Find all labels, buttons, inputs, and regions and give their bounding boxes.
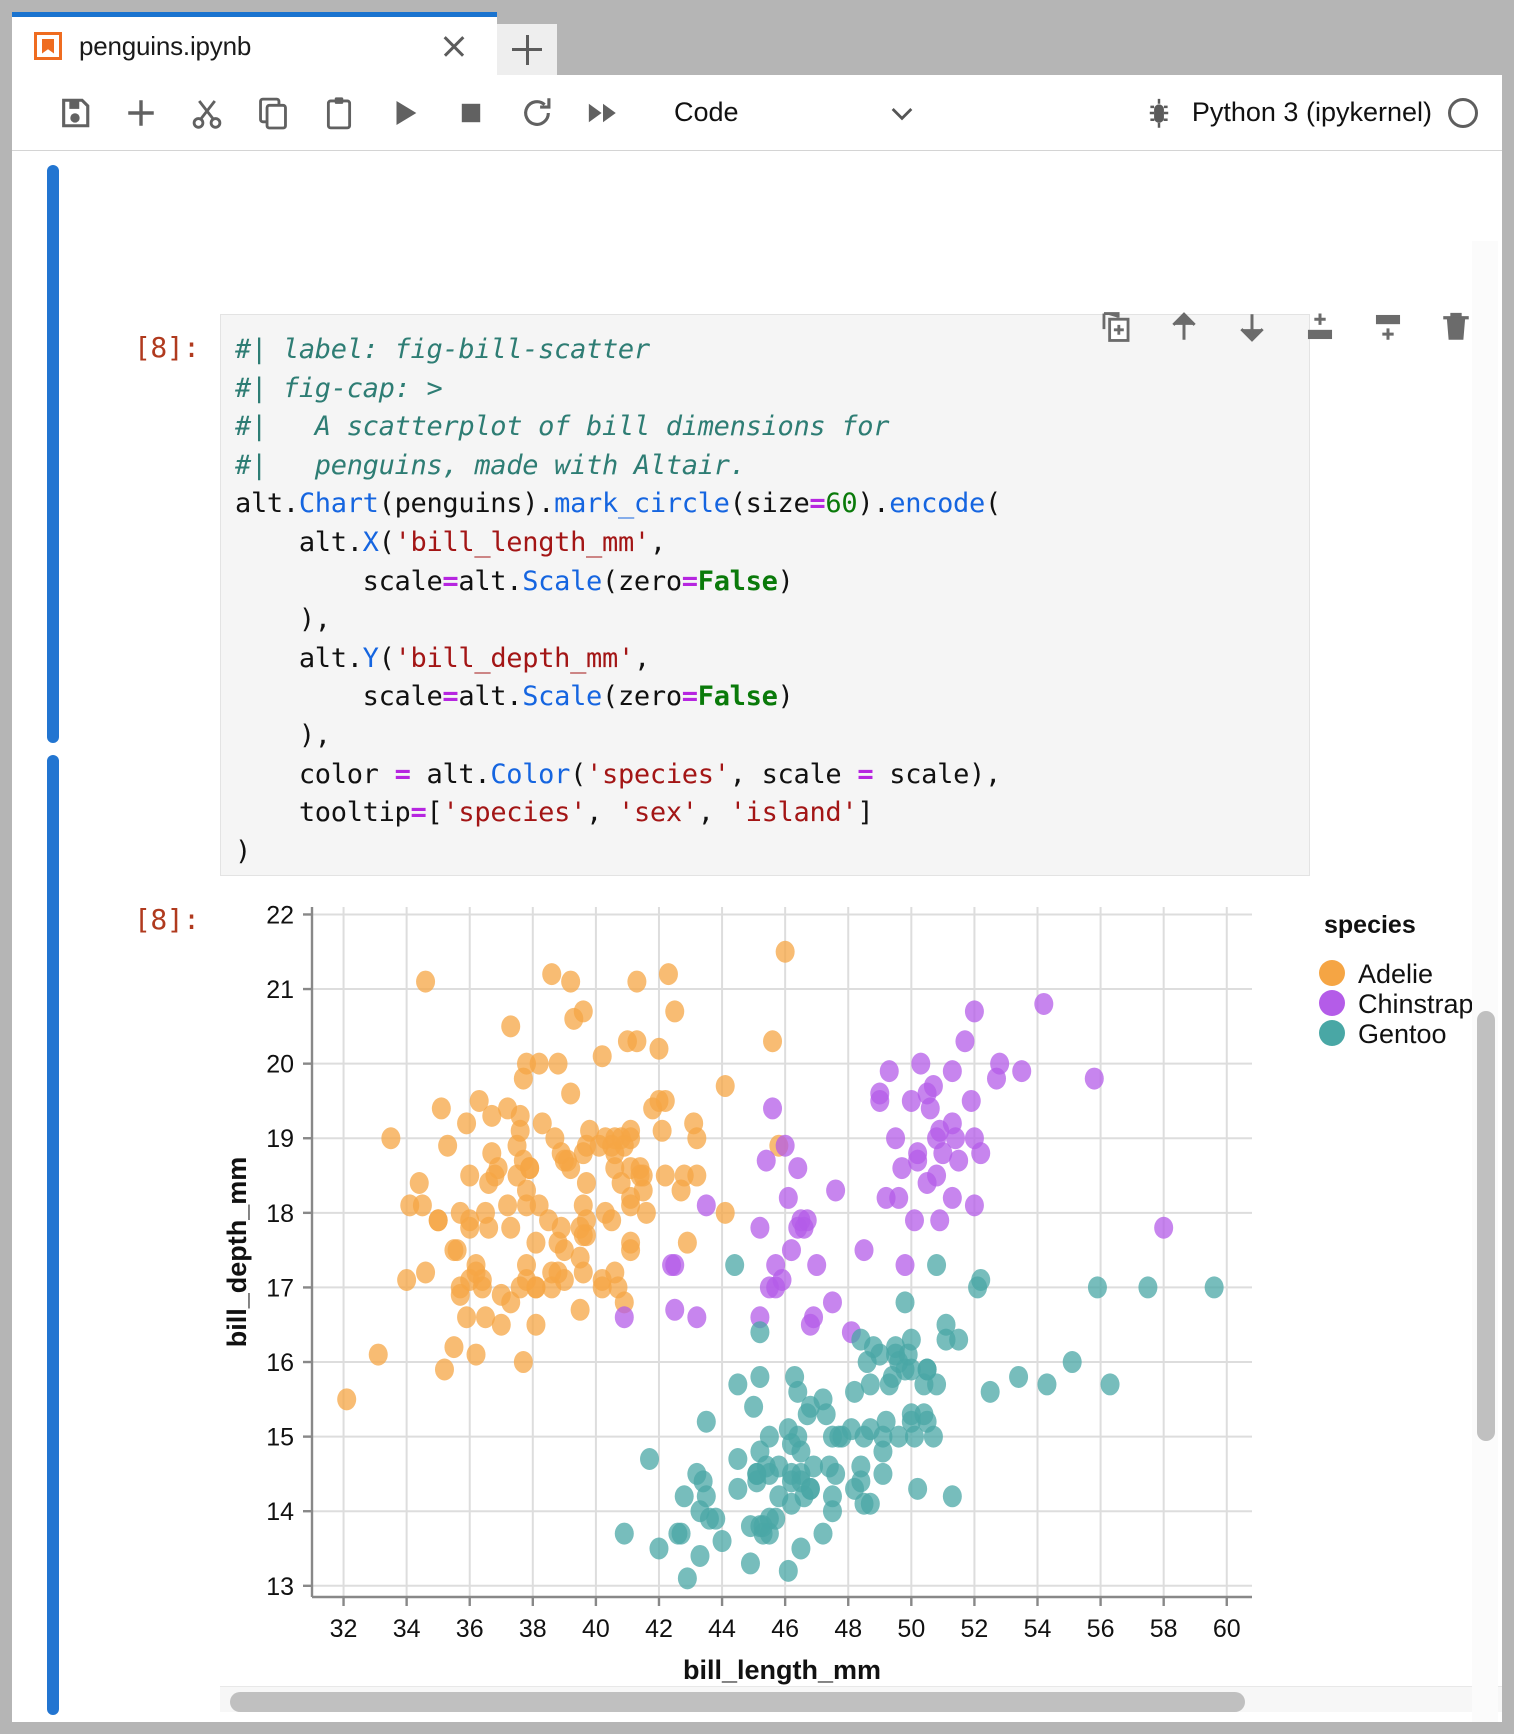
- svg-text:22: 22: [266, 901, 294, 929]
- tab-title: penguins.ipynb: [79, 30, 252, 61]
- series-gentoo: [614, 1254, 1224, 1590]
- arrow-up-icon: [1172, 312, 1196, 340]
- notebook-icon: [34, 32, 62, 60]
- output-horizontal-scrollbar[interactable]: [220, 1686, 1502, 1712]
- cell-output-chart: 13 14 15 16 17 18 19 20 21 22 32 34 36 38 40 42 44 46 48 50…: [220, 889, 1502, 1722]
- code-source[interactable]: #| label: fig-bill-scatter #| fig-cap: >…: [235, 334, 1001, 867]
- duplicate-icon: [1102, 312, 1130, 342]
- scissors-icon: [192, 99, 222, 129]
- idle-circle-icon[interactable]: [1448, 97, 1478, 128]
- move-cell-down-button[interactable]: [1232, 307, 1272, 347]
- toolbar-right-group: Python 3 (ipykernel): [1126, 75, 1488, 150]
- code-editor[interactable]: #| label: fig-bill-scatter #| fig-cap: >…: [220, 314, 1310, 876]
- save-icon: [62, 98, 90, 127]
- svg-text:32: 32: [330, 1615, 358, 1643]
- active-cell-indicator-output: [47, 755, 59, 1715]
- fast-forward-icon: [588, 103, 616, 122]
- legend-label: Gentoo: [1358, 1019, 1447, 1049]
- legend-swatch: [1319, 960, 1345, 986]
- svg-text:21: 21: [266, 976, 294, 1004]
- svg-text:58: 58: [1150, 1615, 1178, 1643]
- tab-bar: penguins.ipynb: [12, 12, 1502, 75]
- new-tab-button[interactable]: [497, 24, 557, 75]
- plus-icon: [128, 99, 154, 126]
- svg-text:16: 16: [266, 1349, 294, 1377]
- series-adelie: [337, 940, 795, 1411]
- notebook-tab[interactable]: penguins.ipynb: [12, 12, 497, 75]
- cut-button[interactable]: [174, 85, 240, 141]
- paste-button[interactable]: [306, 85, 372, 141]
- svg-text:15: 15: [266, 1424, 294, 1452]
- copy-button[interactable]: [240, 85, 306, 141]
- debugger-button[interactable]: [1126, 85, 1192, 141]
- svg-text:46: 46: [771, 1615, 799, 1643]
- svg-text:17: 17: [266, 1274, 294, 1302]
- move-cell-up-button[interactable]: [1164, 307, 1204, 347]
- insert-cell-below-button[interactable]: [1368, 307, 1408, 347]
- play-icon: [396, 100, 417, 125]
- svg-text:42: 42: [645, 1615, 673, 1643]
- duplicate-cell-button[interactable]: [1096, 307, 1136, 347]
- scatter-chart: 13 14 15 16 17 18 19 20 21 22 32 34 36 38 40 42 44 46 48 50…: [222, 901, 1474, 1685]
- svg-text:56: 56: [1087, 1615, 1115, 1643]
- notebook-toolbar: Code Python 3 (ipykernel): [12, 75, 1502, 151]
- save-button[interactable]: [42, 85, 108, 141]
- bug-icon: [1149, 98, 1169, 128]
- stop-button[interactable]: [438, 85, 504, 141]
- svg-text:40: 40: [582, 1615, 610, 1643]
- delete-cell-button[interactable]: [1436, 307, 1476, 347]
- restart-run-all-button[interactable]: [570, 85, 636, 141]
- svg-text:19: 19: [266, 1125, 294, 1153]
- svg-text:13: 13: [266, 1573, 294, 1601]
- input-prompt: [8]:: [134, 331, 200, 364]
- svg-text:36: 36: [456, 1615, 484, 1643]
- svg-text:20: 20: [266, 1051, 294, 1079]
- run-button[interactable]: [372, 85, 438, 141]
- svg-text:38: 38: [519, 1615, 547, 1643]
- stop-icon: [461, 103, 481, 122]
- insert-above-icon: [1307, 313, 1333, 340]
- y-axis-label: bill_depth_mm: [222, 1157, 252, 1348]
- trash-icon: [1443, 312, 1469, 340]
- clipboard-icon: [326, 96, 352, 129]
- insert-below-icon: [1375, 314, 1401, 340]
- insert-cell-above-button[interactable]: [1300, 307, 1340, 347]
- active-cell-indicator-input: [47, 165, 59, 743]
- jupyterlab-window: penguins.ipynb: [12, 12, 1502, 1722]
- legend-label: Chinstrap: [1358, 989, 1474, 1019]
- output-prompt: [8]:: [134, 903, 200, 936]
- legend-title: species: [1324, 911, 1416, 939]
- svg-text:48: 48: [834, 1615, 862, 1643]
- chevron-down-icon: [891, 107, 913, 120]
- cell-type-value: Code: [674, 97, 739, 127]
- svg-text:54: 54: [1024, 1615, 1052, 1643]
- svg-text:18: 18: [266, 1200, 294, 1228]
- restart-button[interactable]: [504, 85, 570, 141]
- notebook-vertical-scrollbar-thumb[interactable]: [1477, 1011, 1495, 1441]
- arrow-down-icon: [1240, 314, 1264, 342]
- svg-text:34: 34: [393, 1615, 421, 1643]
- svg-text:52: 52: [961, 1615, 989, 1643]
- copy-icon: [259, 97, 287, 129]
- kernel-name[interactable]: Python 3 (ipykernel): [1191, 97, 1432, 127]
- svg-text:60: 60: [1213, 1615, 1241, 1643]
- legend-swatch: [1319, 990, 1345, 1016]
- svg-text:50: 50: [897, 1615, 925, 1643]
- restart-icon: [524, 97, 551, 126]
- insert-cell-button[interactable]: [108, 85, 174, 141]
- cell-type-select[interactable]: Code: [674, 97, 944, 129]
- legend-label: Adelie: [1358, 959, 1433, 989]
- output-horizontal-scrollbar-thumb[interactable]: [230, 1692, 1245, 1712]
- plus-icon: [512, 34, 542, 65]
- cell-action-toolbar: [1096, 307, 1476, 347]
- close-icon[interactable]: [439, 31, 469, 61]
- series-chinstrap: [614, 992, 1174, 1344]
- legend-swatch: [1319, 1020, 1345, 1046]
- svg-text:44: 44: [708, 1615, 736, 1643]
- svg-text:14: 14: [266, 1498, 294, 1526]
- notebook-vertical-scrollbar[interactable]: [1472, 241, 1498, 1722]
- x-axis-label: bill_length_mm: [683, 1655, 881, 1685]
- notebook-panel: [8]: [8]:: [12, 151, 1502, 1722]
